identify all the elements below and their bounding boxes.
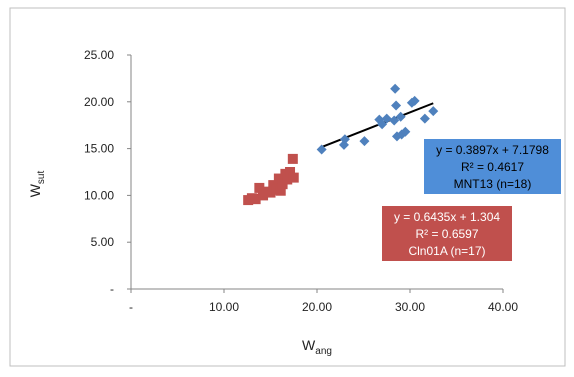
y-axis-title-main: W (27, 183, 43, 197)
annotation-line: MNT13 (n=18) (454, 177, 532, 191)
y-tick-label: - (110, 282, 114, 296)
y-tick-label: 10.00 (84, 188, 114, 202)
data-point-mnt13 (428, 106, 439, 117)
annotation-line: R² = 0.4617 (461, 160, 524, 174)
data-point-mnt13 (395, 111, 406, 122)
x-axis-title-main: W (302, 337, 316, 353)
data-point-mnt13 (389, 115, 400, 126)
data-point-cln01a (282, 174, 293, 185)
data-point-mnt13 (400, 126, 411, 137)
annotation-background (424, 139, 561, 194)
axes: - 5.00 10.00 15.00 20.00 25.00 - 10.00 20.00 30.0… (84, 48, 518, 314)
trendline-mnt13 (321, 102, 434, 148)
data-point-mnt13 (409, 95, 420, 106)
data-point-mnt13 (316, 144, 327, 155)
x-axis-title: Wang (302, 337, 332, 357)
annotation-box-mnt13: y = 0.3897x + 7.1798 R² = 0.4617 MNT13 (n=… (424, 139, 561, 194)
data-point-cln01a (287, 153, 298, 164)
annotation-line: R² = 0.6597 (415, 227, 478, 241)
annotation-background (382, 206, 512, 261)
annotation-box-cln01a: y = 0.6435x + 1.304 R² = 0.6597 Cln01A (n=… (382, 206, 512, 261)
annotation-line: y = 0.6435x + 1.304 (394, 210, 500, 224)
data-point-mnt13 (381, 113, 392, 124)
annotation-line: y = 0.3897x + 7.1798 (436, 143, 549, 157)
data-point-cln01a (275, 185, 286, 196)
x-tick-label: 30.00 (395, 300, 425, 314)
data-point-cln01a (285, 167, 296, 177)
x-tick-label: 40.00 (488, 300, 518, 314)
annotations: y = 0.3897x + 7.1798 R² = 0.4617 MNT13 (n=… (382, 139, 561, 261)
x-tick-label: - (129, 300, 133, 314)
data-point-mnt13 (359, 136, 370, 147)
data-point-mnt13 (339, 134, 350, 145)
data-point-mnt13 (390, 83, 401, 94)
x-tick-label: 10.00 (209, 300, 239, 314)
data-point-cln01a (265, 187, 276, 198)
data-points (243, 83, 439, 206)
data-point-mnt13 (419, 113, 430, 124)
data-point-cln01a (254, 182, 265, 193)
y-axis-title-sub: sut (36, 171, 47, 185)
data-point-cln01a (288, 172, 299, 183)
annotation-line: Cln01A (n=17) (408, 244, 485, 258)
x-axis-title-sub: ang (315, 346, 332, 357)
y-tick-label: 5.00 (91, 235, 115, 249)
x-tick-label: 20.00 (302, 300, 332, 314)
y-tick-label: 15.00 (84, 142, 114, 156)
data-point-cln01a (250, 194, 261, 205)
data-point-mnt13 (391, 100, 402, 111)
data-point-cln01a (273, 173, 284, 184)
y-tick-label: 20.00 (84, 95, 114, 109)
y-axis-title: Wsut (27, 171, 47, 198)
data-point-mnt13 (377, 119, 388, 130)
y-tick-label: 25.00 (84, 48, 114, 62)
